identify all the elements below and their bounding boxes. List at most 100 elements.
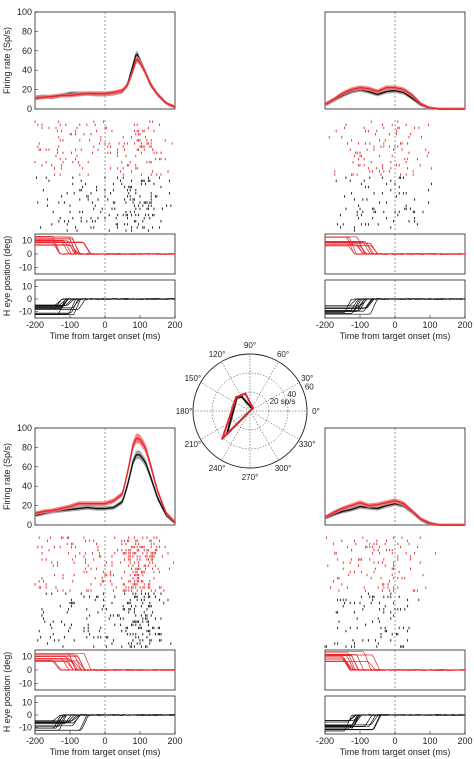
panel-top-right-xtick-label: 200 bbox=[457, 320, 472, 330]
panel-bottom-left-ytick-label: 80 bbox=[22, 442, 32, 452]
panel-bottom-left-xtick-label: 200 bbox=[167, 736, 182, 746]
panel-top-left-ytick-label: 80 bbox=[22, 26, 32, 36]
panel-top-left-eye-trace-red bbox=[35, 236, 176, 255]
panel-top-left-eye-ytick-label: -10 bbox=[19, 262, 32, 272]
polar-radius-label: 60 bbox=[305, 383, 314, 392]
panel-top-right-series-line-red bbox=[324, 86, 465, 110]
polar-angle-label: 120° bbox=[209, 350, 226, 359]
panel-top-right-sem-band-black bbox=[325, 87, 465, 109]
panel-top-left-eye-ytick-label: 10 bbox=[22, 281, 32, 291]
panel-bottom-left-series-line-red bbox=[34, 437, 176, 523]
panel-top-left-ytick-label: 40 bbox=[22, 65, 32, 75]
panel-top-left-series-line-red bbox=[34, 58, 176, 108]
polar-spoke bbox=[200, 382, 251, 412]
panel-bottom-left-eye-trace-black bbox=[35, 714, 175, 724]
polar-point-red bbox=[251, 406, 255, 410]
panel-bottom-left-eye-ytick-label: -10 bbox=[19, 678, 32, 688]
panel-top-left-xtick-label: 0 bbox=[102, 320, 107, 330]
panel-top-right-xtick-label: 100 bbox=[422, 320, 437, 330]
panel-top-left-ytick-label: 0 bbox=[27, 104, 32, 114]
panel-bottom-left-eye-trace-red bbox=[35, 658, 175, 671]
panel-top-left-eye-trace-black bbox=[35, 298, 176, 315]
panel-bottom-right-xtick-label: 100 bbox=[422, 736, 437, 746]
polar-spoke bbox=[221, 410, 251, 461]
polar-angle-label: 240° bbox=[209, 464, 226, 473]
panel-top-left-xtick-label: 200 bbox=[167, 320, 182, 330]
polar-angle-label: 330° bbox=[299, 440, 316, 449]
panel-top-right-xtick-label: -200 bbox=[316, 320, 334, 330]
panel-bottom-left-xlabel: Time from target onset (ms) bbox=[50, 747, 161, 757]
panel-top-right-eye-trace-red bbox=[325, 242, 466, 255]
polar-spoke bbox=[200, 410, 251, 440]
panel-bottom-left-ylabel: Firing rate (Sp/s) bbox=[2, 443, 12, 510]
panel-bottom-right-eye-trace-red bbox=[325, 651, 466, 671]
panel-bottom-left-eye-ytick-label: 10 bbox=[22, 652, 32, 662]
panel-bottom-right-xtick-label: 0 bbox=[392, 736, 397, 746]
panel-top-right-eye-trace-black bbox=[325, 298, 466, 307]
panel-top-left-ytick-label: 100 bbox=[17, 7, 32, 17]
panel-bottom-left-ytick-label: 20 bbox=[22, 501, 32, 511]
panel-bottom-left-xtick-label: -100 bbox=[61, 736, 79, 746]
panel-top-left-xtick-label: -100 bbox=[61, 320, 79, 330]
panel-top-left-ytick-label: 60 bbox=[22, 46, 32, 56]
panel-top-right-xlabel: Time from target onset (ms) bbox=[340, 331, 451, 341]
polar-spoke bbox=[249, 361, 279, 412]
polar-angle-label: 180° bbox=[176, 407, 193, 416]
panel-bottom-left-sem-band-red bbox=[35, 433, 175, 524]
polar-angle-label: 30° bbox=[301, 374, 313, 383]
panel-top-left-eye-ytick-label: -10 bbox=[19, 307, 32, 317]
panel-bottom-left-sem-band-black bbox=[35, 450, 175, 525]
panel-top-left-eye-ytick-label: 10 bbox=[22, 236, 32, 246]
panel-bottom-left-xtick-label: 0 bbox=[102, 736, 107, 746]
polar-angle-label: 210° bbox=[185, 440, 202, 449]
polar-spoke bbox=[249, 382, 300, 412]
panel-bottom-left-xtick-label: 100 bbox=[132, 736, 147, 746]
panel-bottom-left-eye-trace-red bbox=[35, 654, 175, 671]
panel-top-left-eye-ylabel: H eye position (deg) bbox=[2, 236, 12, 317]
panel-bottom-right-eye-trace-red bbox=[325, 654, 466, 671]
panel-top-left-ylabel: Firing rate (Sp/s) bbox=[2, 27, 12, 94]
polar-angle-label: 270° bbox=[242, 473, 259, 482]
polar-angle-label: 60° bbox=[277, 350, 289, 359]
polar-spoke bbox=[249, 410, 279, 461]
panel-bottom-left-eye-ytick-label: -10 bbox=[19, 723, 32, 733]
panel-bottom-right-sem-band-red bbox=[325, 498, 465, 525]
polar-radius-label: 40 bbox=[287, 390, 296, 399]
polar-angle-label: 150° bbox=[185, 374, 202, 383]
panel-bottom-right-eye-trace-black bbox=[325, 714, 466, 727]
panel-top-left-xtick-label: -200 bbox=[26, 320, 44, 330]
panel-bottom-right-xtick-label: -200 bbox=[316, 736, 334, 746]
panel-bottom-right-xtick-label: -100 bbox=[351, 736, 369, 746]
panel-top-left-eye-ytick-label: 0 bbox=[27, 294, 32, 304]
polar-radius-label: 20 sp/s bbox=[270, 397, 296, 406]
polar-angle-label: 300° bbox=[275, 464, 292, 473]
polar-ring bbox=[211, 372, 289, 450]
polar-angle-label: 90° bbox=[244, 341, 256, 350]
polar-spoke bbox=[249, 410, 300, 440]
polar-angle-label: 0° bbox=[312, 407, 320, 416]
panel-top-left-xlabel: Time from target onset (ms) bbox=[50, 331, 161, 341]
panel-top-right-xtick-label: -100 bbox=[351, 320, 369, 330]
panel-top-left-sem-band-black bbox=[35, 50, 175, 109]
panel-bottom-left-ytick-label: 100 bbox=[17, 423, 32, 433]
panel-bottom-left-eye-ytick-label: 10 bbox=[22, 697, 32, 707]
panel-top-left-xtick-label: 100 bbox=[132, 320, 147, 330]
panel-bottom-left-xtick-label: -200 bbox=[26, 736, 44, 746]
panel-bottom-left-eye-ytick-label: 0 bbox=[27, 665, 32, 675]
panel-bottom-left-eye-ylabel: H eye position (deg) bbox=[2, 652, 12, 733]
panel-top-left-eye-ytick-label: 0 bbox=[27, 249, 32, 259]
polar-outer-ring bbox=[192, 353, 308, 469]
polar-spoke bbox=[221, 361, 251, 412]
panel-bottom-left-eye-trace-red bbox=[35, 657, 176, 671]
panel-bottom-right-series-line-red bbox=[324, 500, 465, 526]
polar-point-red bbox=[234, 395, 238, 399]
panel-bottom-right-xlabel: Time from target onset (ms) bbox=[340, 747, 451, 757]
panel-bottom-left-eye-ytick-label: 0 bbox=[27, 710, 32, 720]
panel-bottom-left-ytick-label: 40 bbox=[22, 481, 32, 491]
panel-bottom-left-ytick-label: 0 bbox=[27, 520, 32, 530]
panel-top-left-ytick-label: 20 bbox=[22, 85, 32, 95]
panel-top-right-xtick-label: 0 bbox=[392, 320, 397, 330]
polar-point-red bbox=[244, 392, 247, 395]
polar-point-red bbox=[221, 437, 224, 440]
